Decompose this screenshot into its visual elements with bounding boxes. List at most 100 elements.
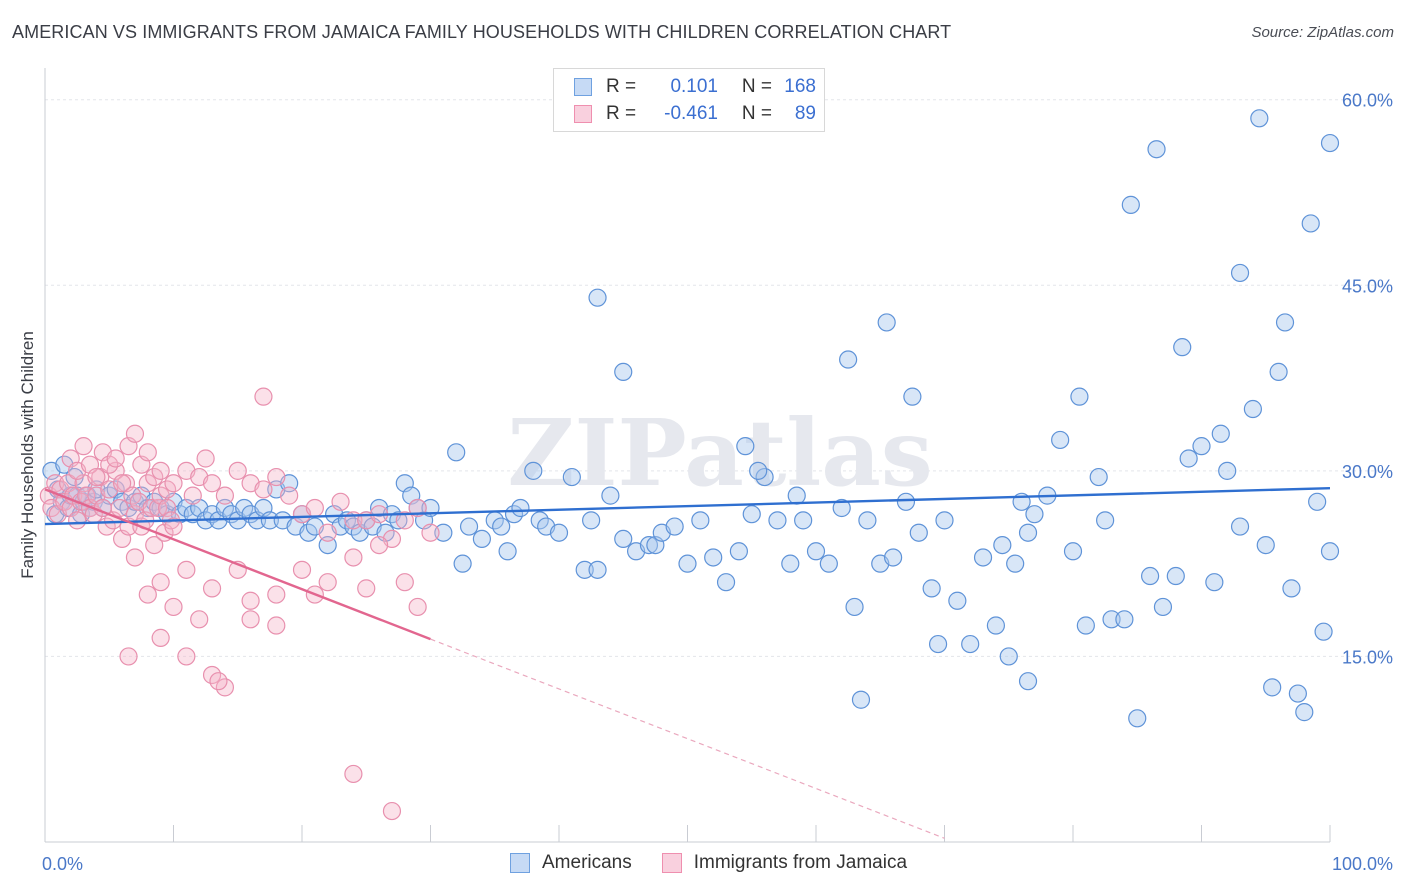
- data-point: [395, 511, 414, 530]
- data-point: [1230, 263, 1250, 283]
- data-point: [87, 467, 106, 487]
- data-point: [459, 517, 479, 536]
- data-point: [318, 573, 337, 592]
- data-point: [639, 535, 659, 555]
- data-point: [260, 511, 279, 530]
- series-legend: Americans Immigrants from Jamaica: [510, 852, 937, 874]
- data-point: [292, 560, 312, 579]
- legend-r-label: R =: [606, 76, 637, 97]
- data-point: [370, 535, 389, 555]
- data-point: [845, 597, 864, 617]
- data-point: [858, 511, 877, 530]
- data-point: [209, 672, 228, 691]
- data-point: [241, 591, 260, 610]
- data-point: [106, 449, 125, 468]
- legend-label-jamaica: Immigrants from Jamaica: [693, 852, 908, 873]
- data-point: [787, 486, 806, 505]
- data-point: [1147, 140, 1166, 159]
- legend-item-americans[interactable]: Americans: [510, 852, 632, 874]
- gridlines: [45, 99, 1395, 657]
- legend-swatch-americans: [574, 78, 592, 96]
- data-point: [151, 628, 170, 647]
- data-point: [1288, 684, 1307, 703]
- data-point: [498, 542, 517, 561]
- data-point: [1102, 610, 1121, 629]
- data-point: [614, 529, 633, 549]
- data-point: [614, 362, 633, 382]
- data-point: [344, 764, 363, 784]
- trend-lines: [44, 486, 1331, 839]
- data-point: [202, 579, 222, 598]
- data-point: [909, 523, 928, 542]
- data-point: [280, 486, 299, 505]
- trend-line-jamaica-extension: [430, 638, 945, 839]
- data-point: [331, 492, 350, 511]
- data-point: [1282, 579, 1301, 598]
- y-tick-label: 45.0%: [1342, 276, 1393, 296]
- data-point: [832, 498, 851, 518]
- data-point: [1314, 622, 1333, 641]
- data-point: [549, 523, 569, 542]
- data-point: [1243, 399, 1263, 419]
- data-point: [588, 560, 607, 579]
- data-point: [382, 801, 402, 821]
- data-point: [903, 387, 922, 406]
- data-point: [588, 288, 607, 307]
- data-point: [877, 313, 896, 332]
- data-point: [1166, 566, 1185, 586]
- data-point: [74, 437, 93, 456]
- watermark: ZIPatlas: [507, 399, 932, 507]
- data-point: [125, 548, 145, 567]
- data-point: [196, 449, 215, 468]
- data-point: [999, 647, 1018, 666]
- data-point: [1140, 566, 1160, 586]
- data-point: [1018, 523, 1038, 542]
- legend-n-label: N =: [741, 76, 772, 97]
- data-point: [138, 585, 157, 604]
- data-point: [492, 517, 511, 536]
- data-point: [164, 517, 183, 536]
- data-point: [241, 610, 260, 629]
- data-point: [228, 461, 247, 480]
- data-point: [806, 542, 826, 561]
- legend-row-jamaica: R = -0.461 N = 89: [574, 102, 816, 126]
- data-point: [1295, 703, 1314, 722]
- data-point: [215, 486, 234, 505]
- x-tick-label: 100.0%: [1332, 854, 1393, 874]
- data-point: [1263, 678, 1282, 697]
- data-point: [736, 437, 755, 456]
- source-credit: Source: ZipAtlas.com: [1251, 24, 1394, 41]
- data-point: [110, 498, 129, 518]
- data-point: [202, 474, 222, 493]
- data-point: [177, 560, 196, 579]
- data-point: [267, 585, 286, 604]
- legend-r-label: R =: [606, 103, 637, 124]
- data-point: [408, 597, 427, 617]
- data-point: [1121, 195, 1140, 214]
- data-point: [742, 505, 761, 524]
- axes: [44, 68, 1331, 843]
- data-point: [145, 535, 164, 555]
- data-point: [511, 498, 530, 518]
- data-point: [1051, 430, 1070, 450]
- x-tick-label: 0.0%: [42, 854, 83, 874]
- data-point: [1211, 424, 1230, 443]
- data-point: [749, 461, 768, 480]
- data-point: [704, 548, 723, 567]
- data-point: [1018, 672, 1038, 691]
- data-point: [112, 474, 132, 493]
- data-point: [151, 461, 170, 480]
- data-point: [1096, 511, 1115, 530]
- data-point: [1006, 554, 1025, 573]
- legend-item-jamaica[interactable]: Immigrants from Jamaica: [661, 852, 908, 874]
- data-point: [1128, 709, 1147, 728]
- data-point: [138, 443, 157, 462]
- y-tick-label: 30.0%: [1342, 462, 1393, 482]
- data-point: [68, 511, 87, 530]
- data-point: [125, 424, 145, 443]
- data-point: [575, 560, 594, 579]
- data-point: [1250, 109, 1269, 128]
- data-point: [1179, 449, 1198, 468]
- data-point: [794, 511, 813, 530]
